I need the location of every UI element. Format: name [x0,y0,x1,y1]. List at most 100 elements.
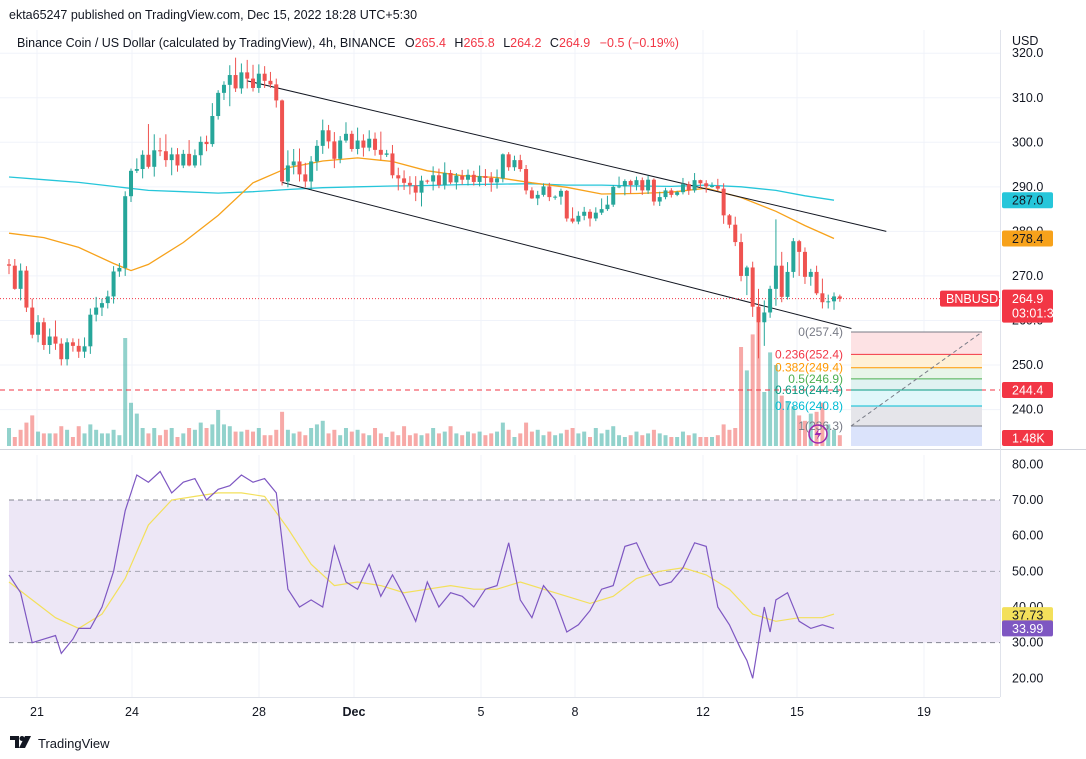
candle [617,176,622,189]
candle [529,187,534,199]
candle [7,259,11,275]
candle [239,63,244,94]
candle [802,247,807,284]
flash-icon[interactable] [808,424,828,444]
candle [785,262,790,300]
candle-body [448,173,453,183]
candle-body [564,190,569,219]
candle [94,296,99,322]
ma-slow-badge: 287.0 [1012,194,1043,208]
candle [553,195,558,200]
candle-body [773,265,778,289]
volume-bar [291,433,296,446]
candle [65,338,70,366]
volume-bar [448,426,453,446]
candle [727,214,732,229]
price-badges: 287.0 278.4 264.903:01:39 BNBUSD 244.4 1.48K 3… [940,192,1061,637]
volume-bar [326,433,331,446]
rsi-tick-label: 50.00 [1012,564,1043,578]
legend-change: −0.5 (−0.19%) [600,36,679,50]
candle-body [837,296,842,299]
volume-bar [140,428,145,446]
volume-bar [320,420,325,446]
candle-body [814,271,819,294]
candle [744,265,749,296]
fib-zone-extension [851,426,982,446]
candle-body [227,75,232,85]
volume-bar [588,437,592,446]
rsi-badge-bg [1002,620,1053,637]
candle [175,148,180,172]
volume-bar [221,424,226,446]
candle [675,190,680,197]
candle-body [634,180,639,186]
volume-bar [826,424,831,446]
ma-fast-badge: 278.4 [1012,232,1043,246]
candle [303,162,308,188]
candle [669,188,674,198]
rsi-line [8,470,835,679]
volume-bar [227,426,232,446]
candle [431,166,436,191]
price-tick-label: 320.0 [1012,46,1043,60]
candle [739,233,744,282]
time-tick-label: Dec [343,705,366,719]
candle-body [314,145,319,162]
candle [686,181,691,195]
volume-bar [41,433,46,446]
descending-channel [0,80,1000,391]
candle [524,165,529,195]
candle-body [297,161,302,175]
candle-body [669,190,674,195]
rsi-badge: 33.99 [1012,622,1043,636]
volume-bar [245,429,250,446]
candle-body [303,174,308,182]
candle-body [30,307,35,335]
candle [588,209,592,227]
candle-body [651,179,656,202]
candle-body [76,345,81,352]
volume-bar [117,435,122,446]
chart-canvas[interactable]: 0(257.4) 0.236(252.4)0.382(249.4)0.5(246.… [0,0,1086,730]
candle-body [419,180,424,193]
price-badge: 264.9 [1012,292,1043,306]
candle-body [442,173,447,186]
candle-body [791,241,796,272]
candle-body [622,181,627,187]
volume-bar [256,428,261,446]
fib-level-label: 0.236(252.4) [775,347,843,361]
candle-body [65,342,70,360]
volume-bar [750,334,755,446]
candle [651,178,656,206]
countdown-badge: 03:01:39 [1012,307,1061,321]
candle-body [59,343,64,360]
candle-body [576,215,581,222]
grid [0,30,1086,698]
volume-bar [680,431,685,446]
volume-bar [663,435,668,446]
volume-bar [495,431,500,446]
candle-body [36,322,41,335]
volume-bar [146,433,151,446]
level-badge: 244.4 [1012,383,1043,397]
volume-bar [576,433,581,446]
volume-bar [512,437,517,446]
candle-body [99,303,104,308]
candle-body [233,75,238,89]
volume-bar [36,431,41,446]
candle [99,298,104,317]
candle [640,177,645,195]
candle [367,130,372,152]
candle [314,140,319,171]
candle [384,149,389,157]
volume-bar [216,410,221,446]
candle [198,136,203,166]
fib-level-label: 0.5(246.9) [788,372,843,386]
volume-badge: 1.48K [1012,432,1045,446]
candle-body [396,175,401,179]
candle-body [733,224,738,243]
candle [169,147,174,176]
volume-bar [483,435,488,446]
volume-bar [274,429,279,446]
volume-bar [262,435,267,446]
